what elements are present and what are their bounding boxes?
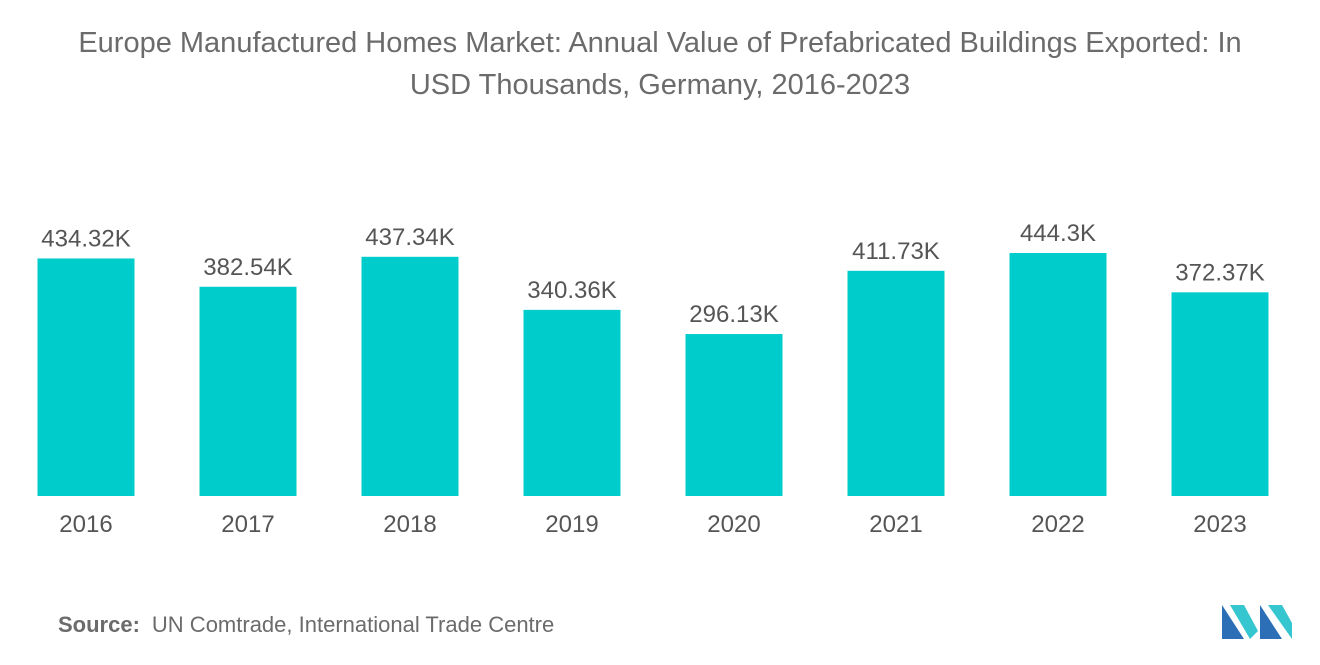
source-note: Source: UN Comtrade, International Trade … (58, 612, 554, 638)
chart-title: Europe Manufactured Homes Market: Annual… (0, 22, 1320, 106)
value-label-2019: 340.36K (527, 277, 616, 304)
bar-2022 (1009, 253, 1107, 496)
mordor-intelligence-logo-icon (1222, 605, 1292, 639)
x-tick-label-2018: 2018 (383, 511, 436, 538)
x-tick-label-2022: 2022 (1031, 511, 1084, 538)
source-text: UN Comtrade, International Trade Centre (151, 612, 555, 637)
value-label-2021: 411.73K (852, 238, 940, 265)
x-tick-label-2016: 2016 (59, 511, 112, 538)
chart-title-line-1: Europe Manufactured Homes Market: Annual… (78, 27, 1242, 59)
x-tick-label-2017: 2017 (221, 511, 274, 538)
value-label-2016: 434.32K (41, 225, 130, 252)
source-label: Source: (58, 612, 140, 637)
value-label-2017: 382.54K (203, 254, 292, 281)
value-label-2018: 437.34K (365, 224, 454, 251)
x-tick-label-2020: 2020 (707, 511, 760, 538)
bar-2016 (37, 258, 135, 496)
bar-2020 (685, 334, 783, 496)
x-tick-label-2019: 2019 (545, 511, 598, 538)
bar-2017 (199, 286, 297, 496)
value-label-2022: 444.3K (1020, 220, 1096, 247)
bar-2023 (1171, 292, 1269, 496)
bar-2018 (361, 256, 459, 496)
bar-2019 (523, 309, 621, 496)
x-tick-label-2021: 2021 (869, 511, 922, 538)
chart-title-line-2: USD Thousands, Germany, 2016-2023 (409, 69, 911, 101)
bar-2021 (847, 270, 945, 496)
value-label-2020: 296.13K (689, 301, 778, 328)
x-tick-label-2023: 2023 (1193, 511, 1246, 538)
value-label-2023: 372.37K (1175, 259, 1264, 286)
